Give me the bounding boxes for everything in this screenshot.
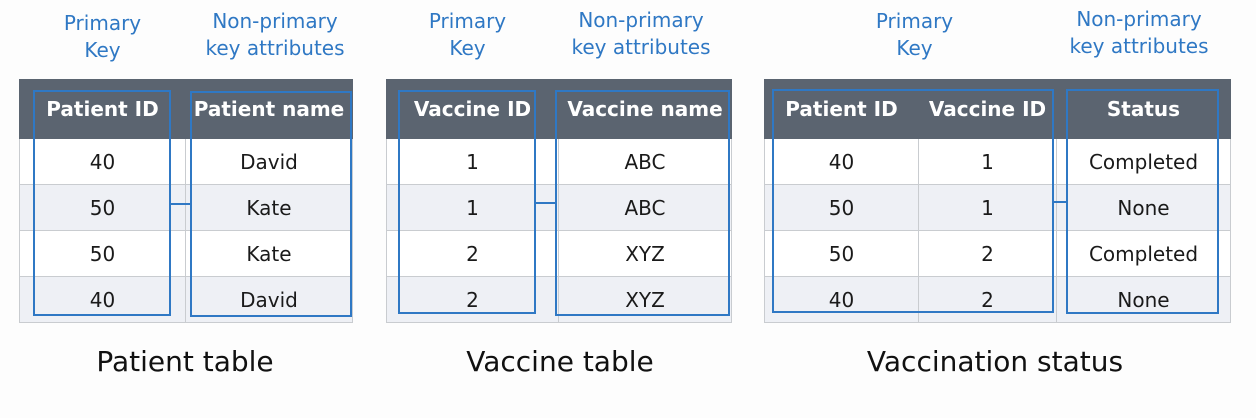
- cell-status: None: [1056, 276, 1231, 323]
- cell-vaccine-id: 1: [918, 184, 1057, 231]
- patient-table: Patient ID Patient name 40 David 50 Kate…: [19, 79, 353, 323]
- table-row: 1 ABC: [386, 184, 732, 231]
- cell-patient-id: 40: [19, 276, 186, 323]
- cell-vaccine-name: XYZ: [558, 230, 732, 277]
- cell-status: Completed: [1056, 230, 1231, 277]
- table-row: 40 1 Completed: [764, 138, 1231, 185]
- header-patient-id: Patient ID: [19, 79, 186, 139]
- cell-status: Completed: [1056, 138, 1231, 185]
- cell-patient-name: Kate: [185, 184, 353, 231]
- header-vaccine-id: Vaccine ID: [918, 79, 1057, 139]
- vaccination-status-caption: Vaccination status: [866, 345, 1124, 378]
- cell-patient-name: David: [185, 138, 353, 185]
- table-row: 40 David: [19, 276, 353, 323]
- non-primary-key-label: Non-primary key attributes: [571, 8, 711, 59]
- cell-patient-id: 50: [764, 230, 919, 277]
- cell-vaccine-id: 2: [386, 230, 559, 277]
- patient-table-caption: Patient table: [96, 345, 274, 378]
- cell-vaccine-name: ABC: [558, 184, 732, 231]
- cell-patient-id: 40: [19, 138, 186, 185]
- vaccine-table-caption: Vaccine table: [466, 345, 654, 378]
- primary-key-label: Primary Key: [63, 11, 142, 62]
- primary-key-label: Primary Key: [428, 9, 507, 60]
- table-row: 2 XYZ: [386, 276, 732, 323]
- cell-vaccine-name: XYZ: [558, 276, 732, 323]
- table-row: 50 Kate: [19, 184, 353, 231]
- cell-patient-id: 40: [764, 276, 919, 323]
- table-row: 40 David: [19, 138, 353, 185]
- cell-patient-name: David: [185, 276, 353, 323]
- cell-patient-id: 50: [764, 184, 919, 231]
- table-row: 2 XYZ: [386, 230, 732, 277]
- cell-vaccine-id: 2: [386, 276, 559, 323]
- header-patient-name: Patient name: [185, 79, 353, 139]
- cell-vaccine-name: ABC: [558, 138, 732, 185]
- header-patient-id: Patient ID: [764, 79, 919, 139]
- cell-vaccine-id: 2: [918, 230, 1057, 277]
- cell-patient-name: Kate: [185, 230, 353, 277]
- table-row: 50 Kate: [19, 230, 353, 277]
- non-primary-key-label: Non-primary key attributes: [1069, 7, 1209, 58]
- cell-vaccine-id: 1: [918, 138, 1057, 185]
- header-vaccine-name: Vaccine name: [558, 79, 732, 139]
- table-row: 40 2 None: [764, 276, 1231, 323]
- cell-status: None: [1056, 184, 1231, 231]
- header-vaccine-id: Vaccine ID: [386, 79, 559, 139]
- header-status: Status: [1056, 79, 1231, 139]
- cell-patient-id: 50: [19, 184, 186, 231]
- cell-vaccine-id: 2: [918, 276, 1057, 323]
- primary-key-label: Primary Key: [875, 9, 954, 60]
- table-row: 1 ABC: [386, 138, 732, 185]
- table-row: 50 2 Completed: [764, 230, 1231, 277]
- cell-vaccine-id: 1: [386, 138, 559, 185]
- table-row: 50 1 None: [764, 184, 1231, 231]
- cell-patient-id: 50: [19, 230, 186, 277]
- cell-patient-id: 40: [764, 138, 919, 185]
- key-connector-line: [171, 203, 191, 205]
- key-connector-line: [536, 202, 556, 204]
- cell-vaccine-id: 1: [386, 184, 559, 231]
- non-primary-key-label: Non-primary key attributes: [205, 9, 345, 60]
- vaccine-table: Vaccine ID Vaccine name 1 ABC 1 ABC 2 XY…: [386, 79, 732, 323]
- vaccination-status-table: Patient ID Vaccine ID Status 40 1 Comple…: [764, 79, 1231, 323]
- key-connector-line: [1054, 201, 1067, 203]
